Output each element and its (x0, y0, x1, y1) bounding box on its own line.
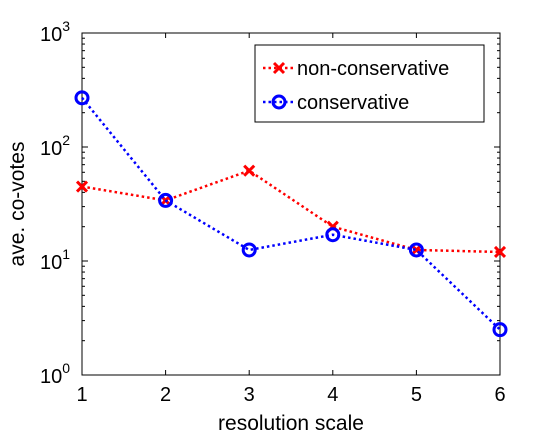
series-group (74, 90, 508, 338)
legend-item-0: non-conservative (263, 58, 449, 80)
legend: non-conservative conservative (254, 44, 485, 123)
legend-label: conservative (297, 92, 409, 114)
x-tick-label: 2 (160, 384, 171, 406)
legend-marker (272, 61, 286, 75)
x-tick-label: 1 (76, 384, 87, 406)
x-tick-label: 4 (327, 384, 338, 406)
y-tick-label: 100 (40, 360, 70, 388)
y-tick-label: 102 (40, 132, 70, 160)
series-line (81, 169, 501, 254)
legend-label: non-conservative (297, 58, 449, 80)
data-point (241, 242, 257, 258)
x-marker-stroke (272, 61, 286, 75)
series-1 (74, 90, 508, 338)
legend-item-1: conservative (263, 92, 409, 114)
x-tick-label: 6 (494, 384, 505, 406)
legend-marker (271, 94, 287, 110)
y-tick-label: 103 (40, 18, 70, 46)
x-marker-stroke (493, 245, 507, 259)
data-point (493, 245, 507, 259)
data-point (74, 90, 90, 106)
plot-frame (81, 32, 501, 376)
x-marker-stroke (243, 164, 256, 177)
data-point (75, 180, 89, 193)
x-marker-stroke (75, 180, 89, 193)
axis-ticks: 1 2 3 4 5 6 100 101 102 103 (40, 18, 506, 406)
x-axis-label: resolution scale (218, 412, 364, 435)
plot-area: 1 2 3 4 5 6 100 101 102 103 (40, 18, 508, 406)
y-tick-label: 101 (40, 246, 70, 274)
series-line (81, 97, 501, 331)
data-point (243, 164, 256, 177)
data-point (325, 227, 341, 243)
x-tick-label: 5 (411, 384, 422, 406)
x-tick-label: 3 (244, 384, 255, 406)
data-point (492, 322, 508, 338)
legend-box (254, 44, 485, 123)
data-point (408, 242, 424, 258)
data-point (158, 192, 174, 208)
y-axis-label: ave. co-votes (6, 142, 29, 267)
